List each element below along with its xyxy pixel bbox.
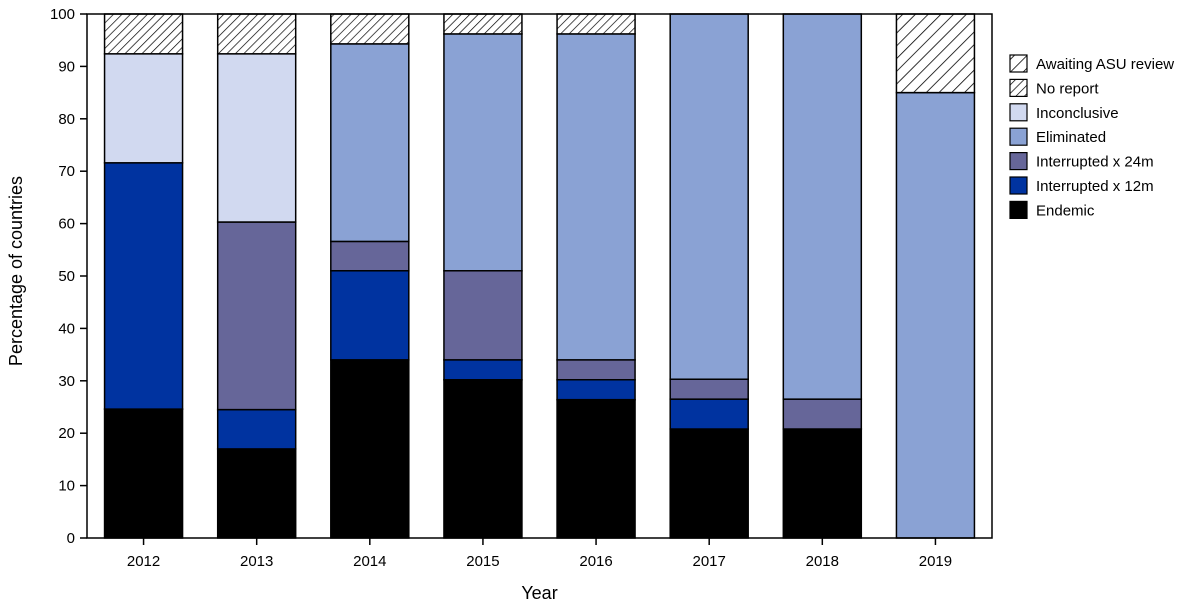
x-tick-label-2018: 2018	[806, 553, 839, 570]
bar-segment-2012-inconclusive	[103, 53, 184, 164]
x-tick-label-2017: 2017	[693, 553, 726, 570]
bar-segment-2013-interrupted-x-12m	[216, 408, 297, 450]
x-tick-label-2014: 2014	[353, 553, 386, 570]
legend: Awaiting ASU review No report Inconclusive…	[1009, 54, 1174, 219]
legend-label-no-report: No report	[1036, 80, 1099, 97]
bar-segment-2016-interrupted-x-12m	[556, 379, 636, 401]
bar-segment-2015-interrupted-x-12m	[443, 359, 523, 381]
bar-segment-2019-eliminated	[895, 91, 976, 539]
bar-segment-2016-interrupted-x-24m	[556, 359, 636, 381]
x-axis-title: Year	[521, 583, 557, 603]
y-tick-label: 90	[58, 58, 75, 75]
y-tick-label: 30	[58, 373, 75, 390]
bar-segment-2016-eliminated	[556, 33, 636, 361]
y-tick-label: 60	[58, 216, 75, 233]
bar-segment-2018-interrupted-x-24m	[782, 398, 863, 430]
y-tick-label: 80	[58, 111, 75, 128]
bar-segment-2017-interrupted-x-12m	[669, 398, 749, 430]
bar-segment-2014-endemic	[330, 359, 410, 539]
bar-segment-2015-endemic	[443, 379, 523, 539]
legend-swatch-interrupted-x-24m	[1009, 152, 1028, 171]
bar-segment-2013-no-report	[216, 13, 297, 55]
x-tick-label-2016: 2016	[579, 553, 612, 570]
x-tick-label-2013: 2013	[240, 553, 273, 570]
bar-segment-2017-endemic	[669, 428, 749, 539]
x-tick-label-2012: 2012	[127, 553, 160, 570]
y-tick-label: 100	[50, 6, 75, 23]
y-tick-label: 20	[58, 425, 75, 442]
bar-segment-2014-interrupted-x-12m	[330, 270, 410, 361]
y-axis: 0 10 20 30 40 50 60 70 80 90 100	[50, 6, 87, 547]
y-tick-label: 0	[67, 530, 75, 547]
y-tick-label: 70	[58, 163, 75, 180]
bar-segment-2012-interrupted-x-12m	[103, 162, 184, 410]
bar-segment-2016-no-report	[556, 13, 636, 35]
legend-label-awaiting-asu-review: Awaiting ASU review	[1036, 56, 1174, 73]
x-tick-label-2015: 2015	[466, 553, 499, 570]
bar-segment-2015-no-report	[443, 13, 523, 35]
legend-label-endemic: Endemic	[1036, 202, 1095, 219]
legend-swatch-eliminated	[1009, 127, 1028, 146]
y-tick-label: 10	[58, 478, 75, 495]
legend-swatch-no-report	[1009, 78, 1028, 98]
bar-segment-2013-endemic	[216, 448, 297, 539]
bar-segment-2016-endemic	[556, 398, 636, 539]
legend-label-inconclusive: Inconclusive	[1036, 105, 1119, 122]
bar-segment-2014-interrupted-x-24m	[330, 240, 410, 272]
bar-segment-2017-eliminated	[669, 13, 749, 380]
y-axis-title: Percentage of countries	[6, 176, 26, 366]
x-axis: 2012 2013 2014 2015 2016 2017 2018 2019	[127, 538, 952, 570]
bar-segment-2012-no-report	[103, 13, 184, 55]
legend-swatch-inconclusive	[1009, 103, 1028, 122]
legend-swatch-endemic	[1009, 200, 1028, 219]
bar-segment-2017-interrupted-x-24m	[669, 378, 749, 400]
y-tick-label: 50	[58, 268, 75, 285]
bar-segment-2012-endemic	[103, 408, 184, 539]
bar-segment-2014-no-report	[330, 13, 410, 45]
bar-segment-2015-interrupted-x-24m	[443, 270, 523, 361]
bar-segment-2013-inconclusive	[216, 53, 297, 223]
bars-layer	[103, 13, 976, 539]
bar-segment-2014-eliminated	[330, 43, 410, 243]
bar-segment-2015-eliminated	[443, 33, 523, 272]
x-tick-label-2019: 2019	[919, 553, 952, 570]
legend-swatch-interrupted-x-12m	[1009, 176, 1028, 195]
y-tick-label: 40	[58, 320, 75, 337]
bar-segment-2018-endemic	[782, 428, 863, 539]
bar-segment-2019-awaiting-asu-review	[895, 13, 976, 94]
legend-swatch-awaiting-asu-review	[1009, 54, 1028, 73]
legend-label-interrupted-x-12m: Interrupted x 12m	[1036, 178, 1154, 195]
legend-label-interrupted-x-24m: Interrupted x 24m	[1036, 154, 1154, 171]
bar-segment-2018-eliminated	[782, 13, 863, 400]
legend-label-eliminated: Eliminated	[1036, 129, 1106, 146]
bar-segment-2013-interrupted-x-24m	[216, 221, 297, 411]
